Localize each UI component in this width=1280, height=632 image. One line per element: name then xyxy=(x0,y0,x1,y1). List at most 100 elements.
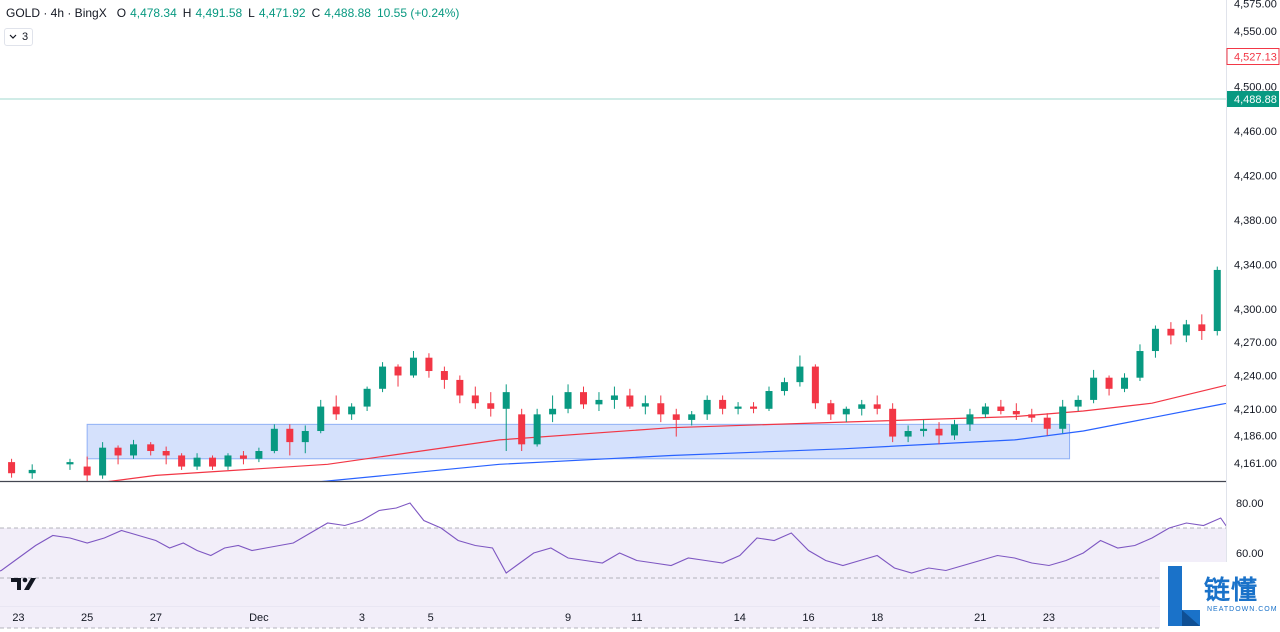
candle[interactable] xyxy=(348,403,356,420)
candle[interactable] xyxy=(1121,373,1129,393)
support-zone[interactable] xyxy=(86,423,1071,460)
candle[interactable] xyxy=(827,399,835,420)
candle-body xyxy=(130,444,138,456)
candle[interactable] xyxy=(394,364,402,387)
candle[interactable] xyxy=(966,408,974,432)
candle[interactable] xyxy=(425,353,433,378)
candle[interactable] xyxy=(1182,319,1190,343)
candle-body xyxy=(487,403,495,409)
candle[interactable] xyxy=(703,395,711,420)
candle[interactable] xyxy=(1059,399,1067,434)
candle[interactable] xyxy=(641,395,649,415)
candle[interactable] xyxy=(564,384,572,414)
candle[interactable] xyxy=(889,403,897,443)
candle-body xyxy=(672,414,680,420)
candle-body xyxy=(379,366,387,389)
candle[interactable] xyxy=(114,445,122,465)
candle[interactable] xyxy=(99,442,107,479)
candle[interactable] xyxy=(209,455,217,470)
candle-body xyxy=(966,414,974,425)
candle[interactable] xyxy=(858,399,866,416)
tradingview-logo-icon[interactable] xyxy=(10,576,38,596)
candle[interactable] xyxy=(873,395,881,415)
candle[interactable] xyxy=(239,451,247,465)
candle[interactable] xyxy=(672,408,680,437)
candle[interactable] xyxy=(580,386,588,409)
candle[interactable] xyxy=(610,386,618,409)
candle[interactable] xyxy=(456,375,464,404)
candle[interactable] xyxy=(981,403,989,418)
candle[interactable] xyxy=(8,458,16,478)
candle[interactable] xyxy=(487,392,495,417)
candle[interactable] xyxy=(796,355,804,387)
price-tick-label: 4,240.00 xyxy=(1234,370,1277,382)
candle[interactable] xyxy=(178,453,186,470)
candle[interactable] xyxy=(162,446,170,465)
candle[interactable] xyxy=(409,351,417,378)
candle[interactable] xyxy=(1090,369,1098,404)
candle[interactable] xyxy=(688,411,696,426)
candle[interactable] xyxy=(1167,322,1175,345)
candle[interactable] xyxy=(255,447,263,463)
candle[interactable] xyxy=(780,377,788,396)
candle[interactable] xyxy=(935,422,943,445)
candle[interactable] xyxy=(518,408,526,452)
candle[interactable] xyxy=(595,392,603,412)
candle[interactable] xyxy=(1105,375,1113,396)
candle[interactable] xyxy=(270,424,278,454)
time-tick-label: 3 xyxy=(359,612,365,624)
candle[interactable] xyxy=(66,458,74,470)
candle[interactable] xyxy=(533,408,541,447)
candle[interactable] xyxy=(471,386,479,409)
candle[interactable] xyxy=(811,364,819,409)
candle[interactable] xyxy=(286,424,294,456)
candle[interactable] xyxy=(1198,314,1206,340)
candle[interactable] xyxy=(301,425,309,454)
candle[interactable] xyxy=(1136,344,1144,382)
candle[interactable] xyxy=(1043,413,1051,436)
candle-body xyxy=(409,357,417,376)
candle[interactable] xyxy=(920,419,928,437)
ma-blue-line xyxy=(321,402,1226,481)
candle[interactable] xyxy=(750,402,758,414)
ma-red-line xyxy=(108,384,1226,481)
candle[interactable] xyxy=(130,439,138,459)
candle[interactable] xyxy=(332,395,340,420)
candle[interactable] xyxy=(842,406,850,423)
candle[interactable] xyxy=(950,419,958,440)
candle[interactable] xyxy=(657,395,665,423)
candle[interactable] xyxy=(363,386,371,412)
candle[interactable] xyxy=(147,442,155,456)
candle-body xyxy=(610,395,618,400)
candle[interactable] xyxy=(502,384,510,452)
candle[interactable] xyxy=(719,395,727,415)
candle[interactable] xyxy=(440,366,448,389)
candle[interactable] xyxy=(1028,408,1036,423)
candle[interactable] xyxy=(193,453,201,470)
symbol-label[interactable]: GOLD · 4h · BingX xyxy=(6,6,107,20)
candle[interactable] xyxy=(1074,395,1082,412)
candle[interactable] xyxy=(28,464,36,479)
indicator-toggle-button[interactable]: 3 xyxy=(4,28,34,46)
rsi-line xyxy=(0,502,1226,574)
candle[interactable] xyxy=(626,388,634,409)
candle[interactable] xyxy=(549,395,557,423)
candle[interactable] xyxy=(83,456,91,481)
candle[interactable] xyxy=(765,386,773,412)
candle[interactable] xyxy=(1012,403,1020,420)
price-series-group xyxy=(8,266,1226,481)
candle-body xyxy=(348,406,356,415)
candle[interactable] xyxy=(317,399,325,434)
candle[interactable] xyxy=(997,399,1005,415)
candle[interactable] xyxy=(734,402,742,415)
candle[interactable] xyxy=(904,425,912,443)
candle-body xyxy=(580,392,588,405)
candle[interactable] xyxy=(1213,266,1221,336)
time-tick-label: 21 xyxy=(974,612,986,624)
candle[interactable] xyxy=(1151,325,1159,358)
price-tick-label: 4,550.00 xyxy=(1234,26,1277,38)
candle[interactable] xyxy=(224,453,232,470)
candle[interactable] xyxy=(379,362,387,393)
